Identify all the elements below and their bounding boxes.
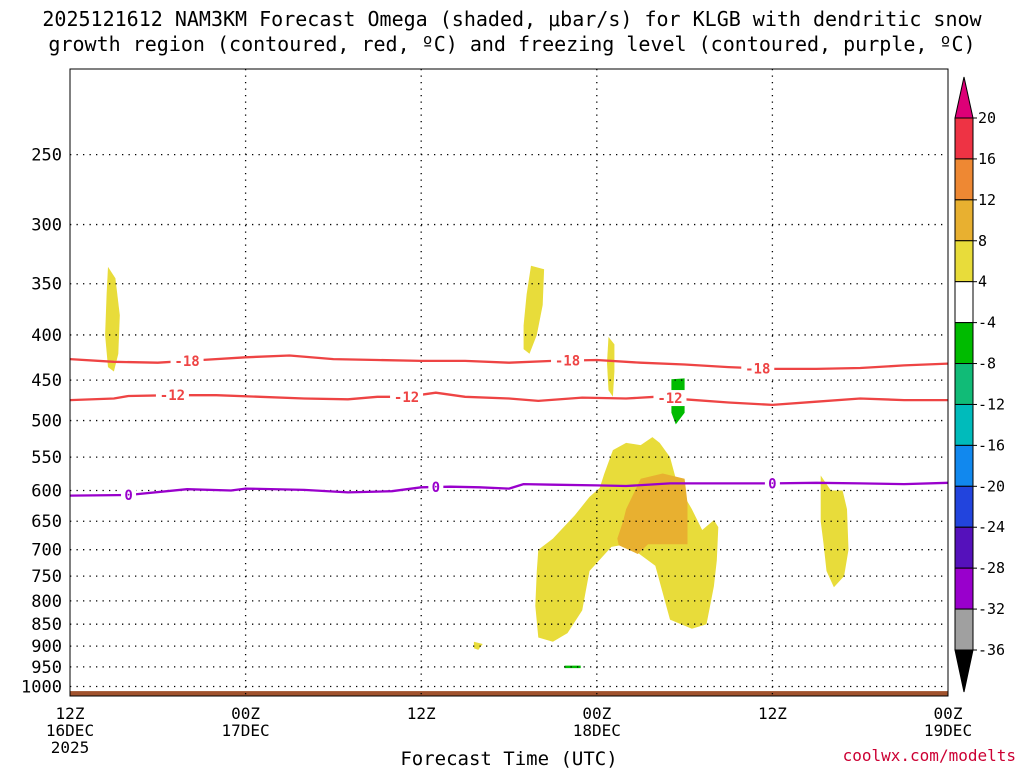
contour-label-bg — [121, 486, 137, 503]
colorbar-label: -20 — [978, 477, 1005, 495]
colorbar-segment — [954, 608, 974, 651]
colorbar-label: 12 — [978, 191, 996, 209]
contour-label: 0 — [124, 488, 132, 504]
x-tick-label: 12Z — [758, 704, 787, 723]
colorbar-segment — [954, 240, 974, 283]
y-tick-label: 500 — [31, 412, 62, 432]
y-tick-label: 550 — [31, 448, 62, 468]
contour-label-bg — [764, 475, 780, 492]
terrain-band — [70, 691, 948, 696]
contour-line — [69, 481, 949, 497]
colorbar-label: 16 — [978, 150, 996, 168]
x-tick-label: 18DEC — [573, 721, 621, 740]
x-axis-title: Forecast Time (UTC) — [400, 748, 617, 768]
y-tick-label: 300 — [31, 216, 62, 236]
omega-region — [473, 641, 483, 650]
colorbar-label: -36 — [978, 641, 1005, 659]
colorbar-segment — [954, 322, 974, 365]
colorbar-segment — [954, 117, 974, 160]
y-tick-label: 700 — [31, 541, 62, 561]
y-tick-label: 800 — [31, 592, 62, 612]
chart-title-line-2: growth region (contoured, red, ºC) and f… — [48, 32, 976, 56]
y-tick-label: 750 — [31, 567, 62, 587]
colorbar-bottom-arrow — [954, 649, 974, 693]
y-tick-label: 1000 — [21, 678, 62, 698]
colorbar-label: -4 — [978, 314, 996, 332]
contour-label: -12 — [394, 390, 419, 406]
contour-label: 0 — [768, 476, 776, 492]
contour-label: -18 — [555, 354, 580, 370]
contour-label: -12 — [657, 391, 682, 407]
credit-link[interactable]: coolwx.com/modelts — [842, 746, 1016, 765]
y-tick-label: 950 — [31, 658, 62, 678]
y-tick-label: 650 — [31, 512, 62, 532]
colorbar-segment — [954, 567, 974, 610]
colorbar-segment — [954, 363, 974, 405]
y-tick-label: 350 — [31, 275, 62, 295]
colorbar-label: 20 — [978, 109, 996, 127]
y-tick-label: 450 — [31, 371, 62, 391]
x-tick-label: 12Z — [407, 704, 436, 723]
y-tick-label: 400 — [31, 326, 62, 346]
x-tick-label: 00Z — [582, 704, 611, 723]
contour-label-bg — [170, 352, 204, 369]
contour-label-bg — [155, 387, 189, 404]
colorbar-label: -8 — [978, 355, 996, 373]
colorbar-label: -32 — [978, 600, 1005, 618]
omega-region — [523, 265, 545, 354]
colorbar-label: 4 — [978, 273, 987, 291]
y-tick-label: 850 — [31, 615, 62, 635]
contour-label: -18 — [174, 354, 199, 370]
colorbar-segment — [954, 158, 974, 201]
omega-region — [820, 475, 849, 588]
x-tick-label: 19DEC — [924, 721, 972, 740]
contour-label: -12 — [160, 388, 185, 404]
colorbar-segment — [954, 403, 974, 446]
contour-label-bg — [551, 352, 585, 369]
contour-line — [69, 391, 948, 407]
x-tick-label: 12Z — [56, 704, 85, 723]
contour-label-bg — [390, 388, 424, 405]
contour-line — [69, 354, 949, 371]
colorbar-top-arrow — [954, 76, 974, 119]
omega-region — [607, 336, 615, 397]
x-tick-label: 17DEC — [222, 721, 270, 740]
chart-title-line-1: 2025121612 NAM3KM Forecast Omega (shaded… — [42, 7, 982, 31]
x-tick-label: 00Z — [934, 704, 963, 723]
colorbar-label: -24 — [978, 518, 1005, 536]
y-tick-label: 250 — [31, 146, 62, 166]
contour-label-bg — [428, 478, 444, 495]
y-tick-label: 600 — [31, 482, 62, 502]
omega-region — [564, 665, 581, 669]
contour-label: -18 — [745, 361, 770, 377]
colorbar-label: -12 — [978, 395, 1005, 413]
contour-label-bg — [653, 390, 687, 407]
colorbar-label: -28 — [978, 559, 1005, 577]
colorbar-segment — [954, 281, 974, 324]
contour-label: 0 — [432, 480, 440, 496]
colorbar-label: -16 — [978, 436, 1005, 454]
colorbar-segment — [954, 199, 974, 242]
plot-frame — [69, 68, 949, 697]
x-tick-label: 16DEC — [46, 721, 94, 740]
colorbar-segment — [954, 526, 974, 569]
omega-region — [617, 473, 688, 554]
colorbar-segment — [954, 485, 974, 528]
contour-label-bg — [741, 360, 775, 377]
colorbar-label: 8 — [978, 232, 987, 250]
x-tick-label: 2025 — [51, 738, 90, 757]
colorbar-segment — [954, 444, 974, 487]
y-tick-label: 900 — [31, 637, 62, 657]
omega-region — [105, 266, 120, 372]
x-tick-label: 00Z — [231, 704, 260, 723]
